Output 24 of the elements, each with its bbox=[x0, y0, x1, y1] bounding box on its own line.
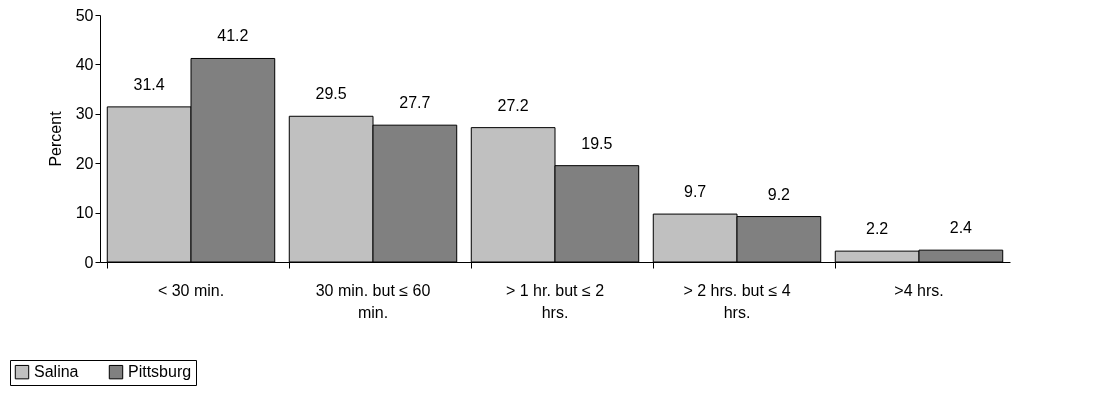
data-label: 9.2 bbox=[767, 185, 791, 203]
y-tick-label: 50 bbox=[75, 6, 94, 24]
legend-label: Pittsburg bbox=[128, 363, 192, 381]
data-label: 27.2 bbox=[497, 96, 529, 114]
data-label: 2.2 bbox=[866, 220, 889, 238]
y-axis-title: Percent bbox=[46, 110, 64, 167]
y-tick-label: 10 bbox=[75, 204, 94, 222]
x-tick-label: < 30 min. bbox=[157, 281, 225, 299]
data-label: 2.4 bbox=[949, 219, 973, 237]
data-label: 19.5 bbox=[581, 134, 613, 152]
data-label: 29.5 bbox=[315, 85, 347, 103]
y-tick-label: 20 bbox=[75, 154, 94, 172]
data-label: 9.7 bbox=[684, 183, 707, 201]
x-tick-label: > 2 hrs. but ≤ 4 hrs. bbox=[683, 281, 791, 321]
data-label: 41.2 bbox=[217, 27, 249, 45]
legend-label: Salina bbox=[34, 363, 79, 381]
x-tick-label: > 1 hr. but ≤ 2 hrs. bbox=[505, 281, 605, 321]
data-label: 31.4 bbox=[133, 75, 165, 93]
y-tick-label: 40 bbox=[75, 55, 94, 73]
x-tick-label: >4 hrs. bbox=[894, 281, 944, 299]
y-tick-label: 0 bbox=[84, 253, 94, 271]
data-label: 27.7 bbox=[399, 94, 431, 112]
y-tick-label: 30 bbox=[75, 105, 94, 123]
x-tick-label: 30 min. but ≤ 60 min. bbox=[315, 281, 431, 321]
